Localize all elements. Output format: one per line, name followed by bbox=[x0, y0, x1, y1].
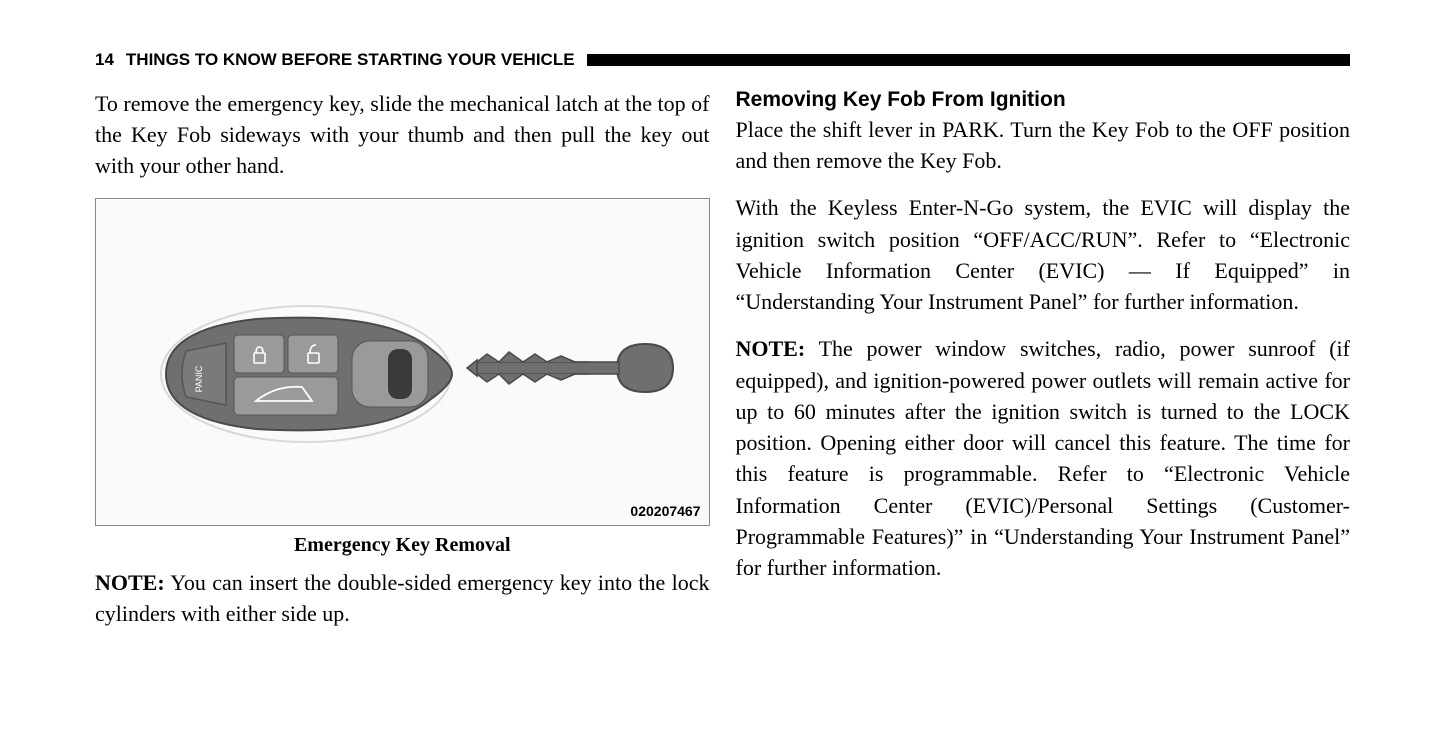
right-para-1: Place the shift lever in PARK. Turn the … bbox=[736, 114, 1351, 176]
emergency-key-icon bbox=[447, 338, 677, 398]
key-fob-figure: PANIC bbox=[95, 198, 710, 526]
header-title: THINGS TO KNOW BEFORE STARTING YOUR VEHI… bbox=[126, 50, 575, 70]
right-column: Removing Key Fob From Ignition Place the… bbox=[736, 88, 1351, 645]
note-label: NOTE: bbox=[95, 570, 165, 595]
note-text: You can insert the double-sided emergenc… bbox=[95, 570, 710, 626]
figure-caption: Emergency Key Removal bbox=[95, 534, 710, 557]
content-columns: To remove the emergency key, slide the m… bbox=[95, 88, 1350, 645]
note-label-2: NOTE: bbox=[736, 336, 806, 361]
left-column: To remove the emergency key, slide the m… bbox=[95, 88, 710, 645]
header-rule bbox=[587, 54, 1350, 66]
svg-text:PANIC: PANIC bbox=[194, 365, 204, 392]
key-fob-icon: PANIC bbox=[136, 299, 456, 449]
left-note: NOTE: You can insert the double-sided em… bbox=[95, 567, 710, 629]
note-text-2: The power window switches, radio, power … bbox=[736, 336, 1351, 580]
intro-paragraph: To remove the emergency key, slide the m… bbox=[95, 88, 710, 182]
figure-id: 020207467 bbox=[630, 503, 700, 519]
subheading: Removing Key Fob From Ignition bbox=[736, 88, 1351, 112]
page-header: 14 THINGS TO KNOW BEFORE STARTING YOUR V… bbox=[95, 50, 1350, 70]
right-para-2: With the Keyless Enter-N-Go system, the … bbox=[736, 192, 1351, 317]
right-note: NOTE: The power window switches, radio, … bbox=[736, 333, 1351, 583]
page-number: 14 bbox=[95, 50, 114, 70]
